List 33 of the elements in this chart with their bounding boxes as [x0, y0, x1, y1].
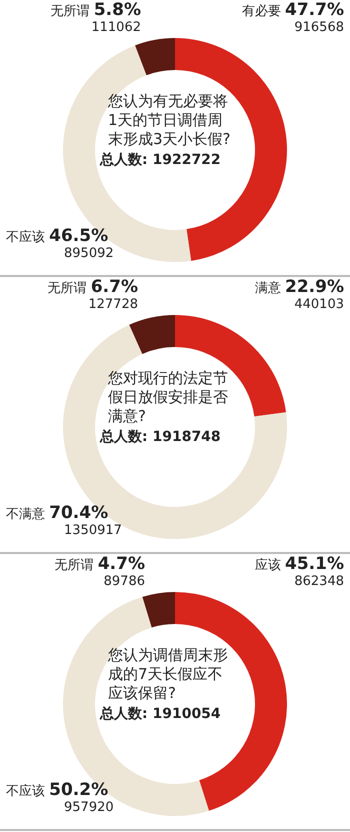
slice-label: 应该	[254, 558, 281, 573]
text: 总人数: 1910054	[100, 705, 222, 723]
text: 1350917	[64, 523, 122, 538]
data-label: 47.7%	[285, 0, 344, 20]
data-label: 50.2%	[49, 780, 108, 800]
text: 总人数: 1922722	[100, 151, 222, 169]
slice-label: 有必要	[242, 4, 281, 19]
data-label: 45.1%	[285, 554, 344, 574]
text: 您认为调借周末形成的7天长假应不应该保留?	[108, 646, 229, 703]
text: 总人数: 1918748	[100, 428, 222, 446]
text: 957920	[64, 800, 114, 815]
slice-label: 无所谓	[54, 558, 94, 573]
slice-label: 无所谓	[50, 4, 90, 19]
slice-label: 无所谓	[48, 281, 87, 296]
text: 440103	[294, 297, 344, 312]
slice-label: 满意	[254, 281, 281, 296]
data-label: 5.8%	[94, 0, 141, 20]
text: 127728	[88, 297, 138, 312]
slice-label: 不应该	[6, 784, 45, 799]
slice-label: 不应该	[6, 230, 45, 245]
slice-label: 不满意	[6, 507, 45, 522]
text: 916568	[294, 20, 344, 35]
data-label: 46.5%	[49, 226, 108, 246]
text: 862348	[294, 574, 344, 589]
data-label: 4.7%	[98, 554, 145, 574]
text: 89786	[104, 574, 145, 589]
text: 您认为有无必要将1天的节日调借周末形成3天小长假?	[108, 92, 232, 149]
text: 895092	[64, 246, 114, 261]
data-label: 22.9%	[285, 277, 344, 297]
data-label: 6.7%	[90, 277, 138, 297]
data-label: 70.4%	[49, 503, 108, 523]
text: 您对现行的法定节假日放假安排是否满意?	[108, 369, 229, 426]
text: 111062	[91, 20, 141, 35]
